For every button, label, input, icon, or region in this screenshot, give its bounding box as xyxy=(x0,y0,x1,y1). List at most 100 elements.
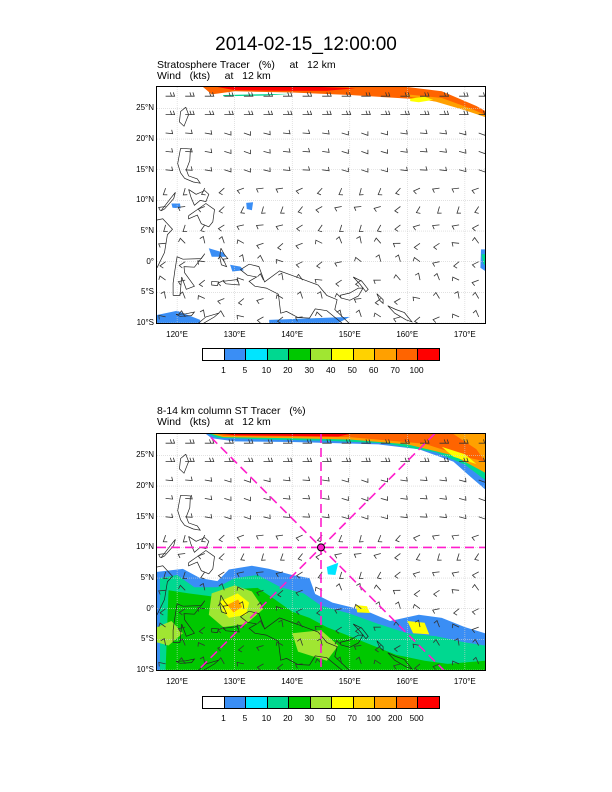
wind-barb xyxy=(380,110,391,115)
tracer-contour xyxy=(203,87,485,116)
wind-barb xyxy=(197,642,205,647)
wind-barb xyxy=(256,645,264,652)
wind-barb-feather xyxy=(228,92,231,97)
wind-barb xyxy=(263,167,271,173)
wind-barb xyxy=(294,316,303,322)
wind-barb xyxy=(361,478,369,483)
colorbar-label: 30 xyxy=(304,365,314,375)
wind-barb xyxy=(412,534,421,542)
colorbar-swatch xyxy=(246,697,268,708)
coastline xyxy=(339,634,364,648)
wind-barb xyxy=(432,638,440,646)
colorbar-label: 5 xyxy=(242,365,248,375)
wind-barb xyxy=(458,496,467,501)
wind-barb xyxy=(275,259,284,264)
wind-barb xyxy=(256,242,264,249)
coastline xyxy=(160,192,176,212)
wind-barb xyxy=(165,166,174,171)
tracer-contour xyxy=(227,599,243,613)
wind-barb xyxy=(472,291,480,299)
wind-barb xyxy=(400,513,408,519)
wind-barb xyxy=(395,534,401,543)
wind-barb-feather xyxy=(169,92,172,97)
wind-barb xyxy=(282,476,291,482)
wind-barb xyxy=(158,589,166,595)
coastline xyxy=(175,658,196,664)
wind-barb-feather xyxy=(169,439,172,444)
wind-barb xyxy=(316,291,323,299)
wind-barb xyxy=(158,661,166,667)
wind-barb xyxy=(400,129,408,135)
wind-barb xyxy=(302,439,313,444)
lat-tick-label: 10°S xyxy=(136,665,154,674)
wind-barb xyxy=(256,663,264,670)
wind-barb-feather xyxy=(424,439,427,444)
tracer-contour xyxy=(481,254,485,266)
wind-barb xyxy=(224,149,232,155)
wind-barb xyxy=(282,495,291,500)
wind-barb-feather xyxy=(209,92,212,97)
wind-barb xyxy=(236,187,245,194)
colorbar-label: 10 xyxy=(261,365,272,375)
colorbar-label: 50 xyxy=(347,365,357,375)
panel2-colorbar xyxy=(202,696,440,709)
colorbar-label: 70 xyxy=(390,365,400,375)
wind-barb xyxy=(165,129,174,135)
wind-barb xyxy=(199,582,206,591)
tracer-contour xyxy=(171,203,181,209)
wind-barb xyxy=(185,92,195,97)
wind-barb xyxy=(296,571,303,579)
lon-tick-label: 130°E xyxy=(223,330,246,339)
wind-barb xyxy=(322,110,332,115)
wind-barb xyxy=(236,239,245,244)
colorbar-swatch xyxy=(267,697,290,708)
colorbar-label: 20 xyxy=(283,713,293,723)
wind-barb xyxy=(459,92,469,97)
wind-barb xyxy=(255,534,264,540)
wind-barb xyxy=(165,92,176,97)
wind-barb xyxy=(255,187,264,193)
wind-barb xyxy=(295,273,303,281)
panel2-label-wind: Wind (kts) at 12 km xyxy=(157,416,271,428)
coastlines xyxy=(157,453,413,670)
wind-barb xyxy=(361,457,371,462)
wind-barb xyxy=(263,477,271,483)
wind-barb xyxy=(315,553,323,560)
wind-barb xyxy=(185,439,195,444)
wind-barb xyxy=(334,639,342,646)
wind-barb-feather xyxy=(365,439,368,444)
wind-barb xyxy=(478,478,485,483)
lat-tick-label: 10°S xyxy=(136,318,154,327)
wind-barb xyxy=(236,314,244,320)
wind-barb xyxy=(471,571,479,579)
wind-barb xyxy=(197,260,205,265)
colorbar-label: 500 xyxy=(409,713,424,723)
lon-tick-label: 140°E xyxy=(281,677,304,686)
wind-barb xyxy=(218,553,225,561)
coastline xyxy=(222,279,240,286)
lon-tick-label: 130°E xyxy=(223,677,246,686)
wind-barb xyxy=(177,206,186,212)
wind-barb xyxy=(263,496,271,501)
wind-barb xyxy=(243,92,254,97)
colorbar-swatch xyxy=(203,697,225,708)
wind-barb xyxy=(179,638,186,646)
wind-barb xyxy=(237,298,245,306)
wind-barb xyxy=(314,625,323,631)
wind-barb xyxy=(341,514,349,520)
wind-barb xyxy=(178,261,186,269)
wind-barb xyxy=(432,608,440,614)
wind-barb xyxy=(204,513,213,519)
wind-barb xyxy=(373,626,381,632)
guide-line-diagonal-1 xyxy=(206,434,445,670)
wind-barb xyxy=(158,314,166,320)
wind-barb xyxy=(433,589,440,597)
wind-barb xyxy=(165,457,176,462)
wind-barb xyxy=(335,583,343,591)
panel2-label-field: 8-14 km column ST Tracer (%) xyxy=(157,405,306,417)
wind-barb xyxy=(341,496,349,501)
wind-barb xyxy=(451,242,460,247)
wind-barb xyxy=(263,110,274,115)
wind-barb xyxy=(452,313,460,319)
graticule xyxy=(157,87,485,323)
